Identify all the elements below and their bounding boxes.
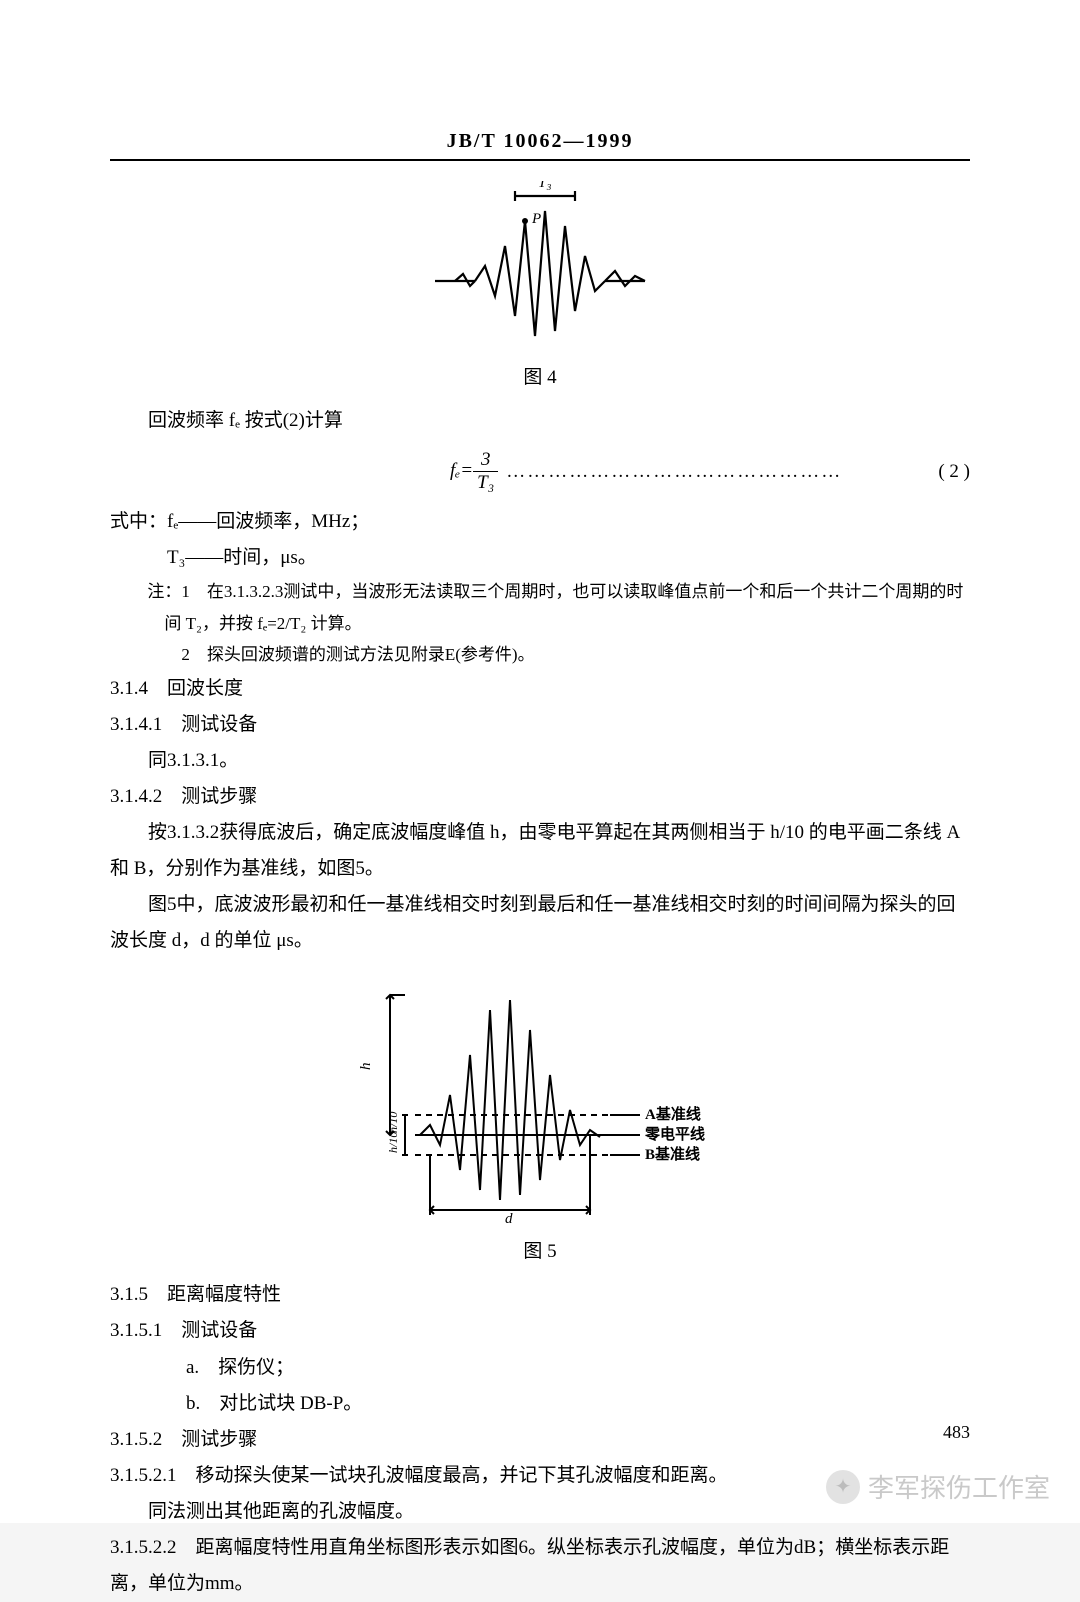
definition-fe: 式中：fₑ——回波频率，MHz； [110, 504, 970, 540]
body-3-1-4-2-p2: 图5中，底波波形最初和任一基准线相交时刻到最后和任一基准线相交时刻的时间间隔为探… [110, 887, 970, 959]
document-page: JB/T 10062—1999 T₃ P 图 4 [0, 0, 1080, 1523]
num-3-1-5-2-1: 3.1.5.2.1 [110, 1465, 177, 1486]
figure5-A-label: A基准线 [645, 1105, 701, 1123]
heading-3-1-5-2: 3.1.5.2 测试步骤 [110, 1422, 970, 1458]
figure-5-caption: 图 5 [110, 1236, 970, 1263]
formula-2: fₑ=3T₃ ………………………………………… ( 2 ) [110, 449, 970, 494]
header-rule [110, 159, 970, 161]
figure5-h10-label-1: h/10 [386, 1112, 400, 1133]
num-3-1-5-2-2: 3.1.5.2.2 [110, 1537, 177, 1558]
figure5-d-label: d [505, 1211, 513, 1225]
paragraph-echo-freq: 回波频率 fₑ 按式(2)计算 [110, 403, 970, 439]
heading-3-1-5-1: 3.1.5.1 测试设备 [110, 1313, 970, 1349]
heading-3-1-4-1: 3.1.4.1 测试设备 [110, 707, 970, 743]
figure5-h10-label-2: h/10 [386, 1132, 400, 1153]
heading-3-1-4-2: 3.1.4.2 测试步骤 [110, 779, 970, 815]
formula-den: T₃ [473, 472, 498, 494]
heading-3-1-5-2-2: 3.1.5.2.2 距离幅度特性用直角坐标图形表示如图6。纵坐标表示孔波幅度，单… [110, 1530, 970, 1602]
watermark-text: 李军探伤工作室 [868, 1468, 1050, 1505]
formula-2-expr: fₑ=3T₃ [450, 449, 498, 494]
standard-code: JB/T 10062—1999 [110, 130, 970, 153]
figure4-T3-label: T₃ [538, 181, 552, 191]
formula-leader-dots: ………………………………………… [498, 461, 938, 483]
item-3-1-5-1-a: a. 探伤仪； [110, 1350, 970, 1386]
formula-num: 3 [473, 449, 498, 472]
page-number: 483 [943, 1422, 970, 1443]
watermark: ✦ 李军探伤工作室 [826, 1468, 1050, 1505]
note-2: 2 探头回波频谱的测试方法见附录E(参考件)。 [181, 639, 970, 670]
body-3-1-5-2-2: 距离幅度特性用直角坐标图形表示如图6。纵坐标表示孔波幅度，单位为dB；横坐标表示… [110, 1537, 949, 1594]
figure-4-caption: 图 4 [110, 362, 970, 389]
figure4-P-label: P [531, 211, 541, 227]
heading-3-1-4: 3.1.4 回波长度 [110, 671, 970, 707]
figure-4-svg: T₃ P [430, 181, 650, 351]
formula-lhs: fₑ [450, 460, 460, 481]
definition-T3: T₃——时间，μs。 [110, 540, 970, 576]
figure5-zero-label: 零电平线 [644, 1125, 705, 1143]
body-3-1-4-2-p1: 按3.1.3.2获得底波后，确定底波幅度峰值 h，由零电平算起在其两侧相当于 h… [110, 815, 970, 887]
body-3-1-4-1: 同3.1.3.1。 [110, 743, 970, 779]
figure5-B-label: B基准线 [645, 1145, 700, 1163]
formula-2-number: ( 2 ) [938, 461, 970, 483]
item-3-1-5-1-b: b. 对比试块 DB-P。 [110, 1386, 970, 1422]
wechat-icon: ✦ [826, 1470, 860, 1504]
body-3-1-5-2-1a: 移动探头使某一试块孔波幅度最高，并记下其孔波幅度和距离。 [196, 1465, 728, 1486]
figure-4: T₃ P [110, 181, 970, 356]
figure-5: h h/10 h/10 d A基准线 零电平线 B基准线 [110, 975, 970, 1230]
heading-3-1-5: 3.1.5 距离幅度特性 [110, 1277, 970, 1313]
note-1: 注：1 在3.1.3.2.3测试中，当波形无法读取三个周期时，也可以读取峰值点前… [147, 576, 970, 639]
figure-5-svg: h h/10 h/10 d A基准线 零电平线 B基准线 [350, 975, 730, 1225]
figure5-h-label: h [358, 1063, 374, 1071]
